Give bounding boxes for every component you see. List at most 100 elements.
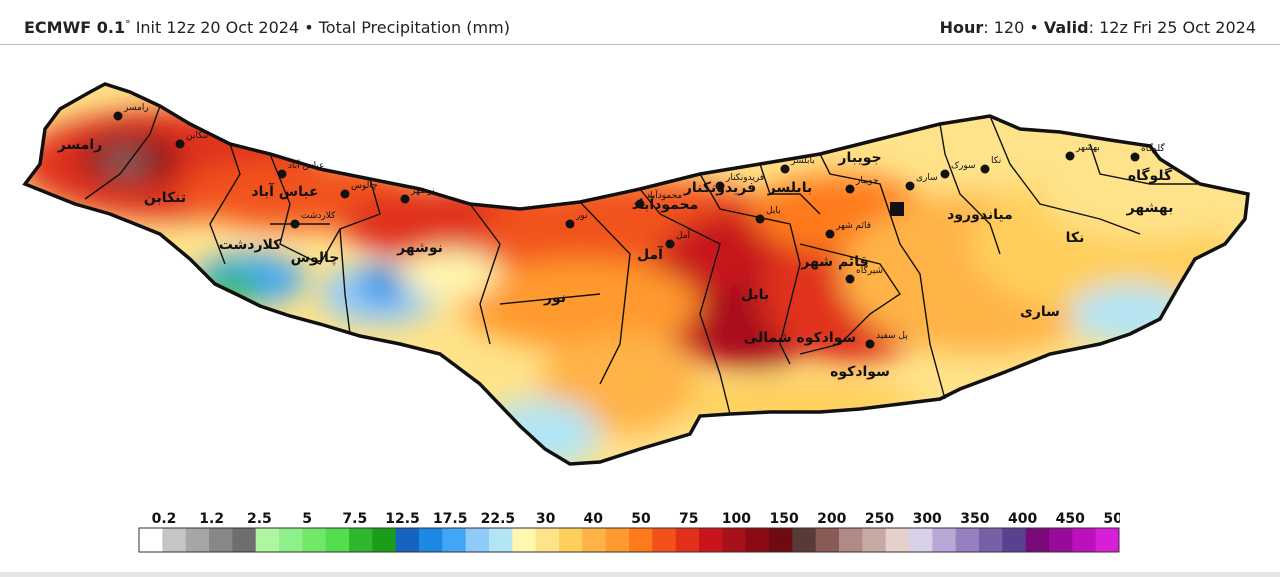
legend-swatch xyxy=(885,528,910,552)
legend-swatch xyxy=(1002,528,1027,552)
legend-swatch xyxy=(139,528,163,552)
city-dot-icon xyxy=(825,229,835,239)
footer-rule xyxy=(0,572,1280,577)
legend-tick-label: 0.2 xyxy=(152,511,177,527)
city-dot-icon xyxy=(865,339,875,349)
color-legend: 0.2 1.2 2.5 5 7.5 12.5 17.5 22.5 30 40 50 75 100 150 2… xyxy=(138,508,1120,554)
county-name-label: کلاردشت xyxy=(219,237,282,253)
county-name-label: رامسر xyxy=(57,137,102,153)
legend-tick-label: 450 xyxy=(1056,511,1085,527)
legend-tick-label: 30 xyxy=(536,511,556,527)
legend-swatch xyxy=(1072,528,1097,552)
city-name-label: کلاردشت xyxy=(301,211,336,221)
city-labels: رامسر رامسر تنکابن تنکابن عباس آباد عباس آباد… xyxy=(57,103,1174,380)
city-dot-icon xyxy=(715,181,725,191)
legend-swatch xyxy=(629,528,653,552)
legend-swatch xyxy=(302,528,327,552)
legend-swatch xyxy=(769,528,793,552)
county-name-label: میاندورود xyxy=(947,207,1013,223)
city-dot-icon xyxy=(905,181,915,191)
legend-tick-label: 200 xyxy=(817,511,846,527)
county-name-label: نکا xyxy=(1066,230,1085,246)
city-dot-icon xyxy=(400,194,410,204)
city-dot-icon xyxy=(635,199,645,209)
legend-swatch xyxy=(279,528,303,552)
capital-marker-icon xyxy=(890,202,904,216)
legend-swatch xyxy=(839,528,863,552)
legend-swatch xyxy=(512,528,537,552)
legend-swatch xyxy=(909,528,933,552)
county-name-label: بابلسر xyxy=(767,180,812,196)
legend-tick-label: 22.5 xyxy=(481,511,516,527)
precipitation-map: رامسر رامسر تنکابن تنکابن عباس آباد عباس آباد… xyxy=(0,44,1280,494)
county-name-label: بابل xyxy=(741,287,769,303)
legend-swatch xyxy=(1049,528,1073,552)
county-name-label: جویبار xyxy=(837,150,881,166)
hour-label: Hour xyxy=(939,18,984,37)
legend-tick-label: 17.5 xyxy=(433,511,468,527)
legend-swatch xyxy=(815,528,840,552)
city-name-label: آمل xyxy=(676,229,691,241)
city-dot-icon xyxy=(175,139,185,149)
legend-swatch xyxy=(955,528,980,552)
city-dot-icon xyxy=(340,189,350,199)
legend-swatch xyxy=(395,528,420,552)
city-dot-icon xyxy=(845,184,855,194)
county-name-label: ساری xyxy=(1020,304,1060,320)
legend-tick-label: 2.5 xyxy=(247,511,272,527)
legend-swatch xyxy=(862,528,887,552)
city-name-label: چالوس xyxy=(351,181,378,191)
city-name-label: تنکابن xyxy=(186,131,209,141)
legend-swatch xyxy=(349,528,373,552)
legend-swatch xyxy=(489,528,513,552)
legend-tick-label: 500 xyxy=(1103,511,1120,527)
city-name-label: ساری xyxy=(916,173,938,183)
valid-value: : 12z Fri 25 Oct 2024 xyxy=(1088,18,1256,37)
county-name-label: سوادکوه xyxy=(830,364,890,380)
legend-tick-label: 40 xyxy=(584,511,604,527)
legend-swatch xyxy=(185,528,210,552)
city-dot-icon xyxy=(980,164,990,174)
bullet-1: • xyxy=(304,18,314,37)
legend-swatch xyxy=(232,528,257,552)
city-name-label: نوشهر xyxy=(410,186,435,196)
legend-swatch xyxy=(652,528,677,552)
city-dot-icon xyxy=(277,169,287,179)
city-name-label: نور xyxy=(575,211,588,221)
legend-swatch xyxy=(419,528,443,552)
city-name-label: نکا xyxy=(991,156,1001,166)
model-name: ECMWF 0.1 xyxy=(24,18,126,37)
bullet-2: • xyxy=(1029,18,1039,37)
county-name-label: بهشهر xyxy=(1126,200,1174,216)
city-name-label: بابلسر xyxy=(790,156,815,166)
city-name-label: قائم شهر xyxy=(835,221,871,231)
city-dot-icon xyxy=(1065,151,1075,161)
city-dot-icon xyxy=(940,169,950,179)
legend-swatch xyxy=(605,528,630,552)
county-name-label: قائم شهر xyxy=(800,254,868,270)
legend-swatch xyxy=(325,528,350,552)
city-name-label: جویبار xyxy=(855,176,879,186)
legend-tick-label: 50 xyxy=(631,511,651,527)
header-right: Hour: 120 • Valid: 12z Fri 25 Oct 2024 xyxy=(940,18,1256,37)
legend-swatch xyxy=(535,528,560,552)
county-name-label: چالوس xyxy=(291,250,340,266)
city-name-label: شیرگاه xyxy=(856,264,883,276)
county-name-label: گلوگاه xyxy=(1128,167,1173,184)
city-dot-icon xyxy=(845,274,855,284)
valid-label: Valid xyxy=(1043,18,1089,37)
county-borders xyxy=(84,105,1200,415)
legend-swatch xyxy=(559,528,583,552)
city-dot-icon xyxy=(1130,152,1140,162)
legend-swatch xyxy=(979,528,1003,552)
model-degree: ° xyxy=(125,18,131,31)
map-header: ECMWF 0.1° Init 12z 20 Oct 2024 • Total … xyxy=(0,0,1280,45)
legend-swatch xyxy=(932,528,957,552)
legend-tick-label: 1.2 xyxy=(199,511,224,527)
header-left: ECMWF 0.1° Init 12z 20 Oct 2024 • Total … xyxy=(24,18,510,37)
legend-swatch xyxy=(162,528,187,552)
city-name-label: فریدونکنار xyxy=(725,173,764,183)
legend-tick-label: 12.5 xyxy=(385,511,420,527)
legend-swatch xyxy=(372,528,397,552)
legend-canvas: 0.2 1.2 2.5 5 7.5 12.5 17.5 22.5 30 40 50 75 100 150 2… xyxy=(138,511,1120,553)
